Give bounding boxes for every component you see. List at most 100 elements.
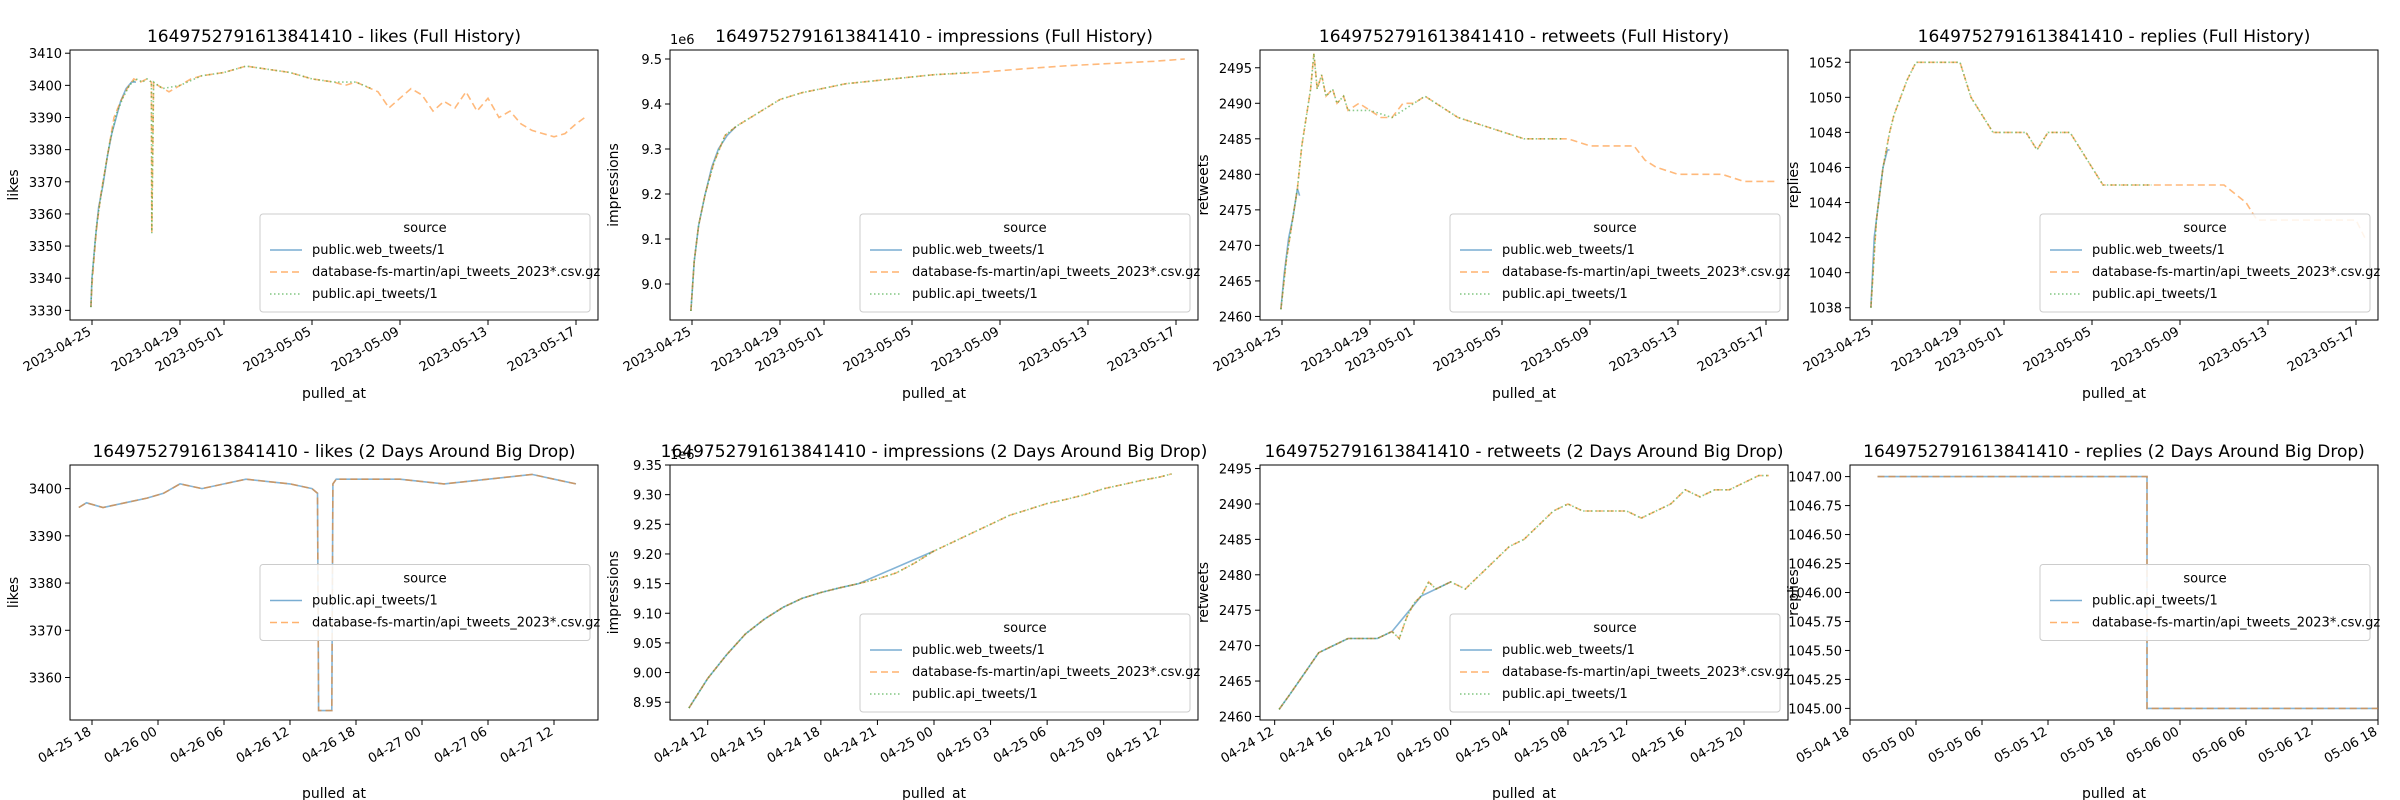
legend-entry: public.api_tweets/1 [912, 687, 1038, 702]
y-tick-label: 9.2 [641, 188, 662, 203]
x-tick-label: 2023-05-09 [2109, 324, 2182, 375]
x-tick-label: 2023-05-05 [241, 324, 314, 375]
y-tick-label: 9.10 [633, 607, 662, 622]
legend-box [2039, 213, 2371, 313]
y-tick-label: 9.0 [641, 278, 662, 293]
x-axis-label: pulled_at [2082, 786, 2147, 800]
subplot: 1649752791613841410 - likes (2 Days Arou… [6, 442, 600, 800]
y-tick-label: 9.5 [641, 53, 662, 68]
y-tick-label: 3330 [29, 304, 62, 319]
y-tick-label: 3380 [29, 144, 62, 159]
x-tick-label: 2023-05-17 [505, 324, 578, 375]
y-tick-label: 9.4 [641, 98, 662, 113]
subplot: 1649752791613841410 - impressions (Full … [606, 27, 1200, 402]
chart-title: 1649752791613841410 - impressions (2 Day… [661, 442, 1208, 462]
y-tick-label: 9.30 [633, 489, 662, 504]
legend: source public.web_tweets/1 database-fs-mar… [859, 213, 1200, 313]
y-tick-label: 2490 [1219, 97, 1252, 112]
y-tick-label: 1048 [1809, 126, 1842, 141]
legend-entry: public.api_tweets/1 [312, 594, 438, 609]
y-axis-label: replies [1786, 162, 1802, 209]
legend-box [259, 213, 591, 313]
legend-entry: public.web_tweets/1 [312, 243, 445, 258]
series-line [1280, 53, 1562, 310]
x-tick-label: 04-25 08 [1512, 724, 1570, 766]
y-tick-label: 3360 [29, 208, 62, 223]
legend-box [1449, 613, 1781, 713]
legend: source public.api_tweets/1 database-fs-mar… [2039, 564, 2380, 641]
y-axis-label: impressions [606, 551, 622, 635]
legend: source public.web_tweets/1 database-fs-mar… [2039, 213, 2380, 313]
x-tick-label: 05-04 18 [1794, 724, 1852, 766]
subplot: 1649752791613841410 - retweets (2 Days A… [1196, 442, 1790, 800]
subplot: 1649752791613841410 - replies (2 Days Ar… [1786, 442, 2380, 800]
y-tick-label: 1045.00 [1788, 702, 1842, 717]
legend-entry: database-fs-martin/api_tweets_2023*.csv.… [2092, 616, 2380, 631]
legend-box [1449, 213, 1781, 313]
legend: source public.web_tweets/1 database-fs-mar… [259, 213, 600, 313]
x-tick-label: 04-25 03 [934, 724, 992, 766]
y-axis-label: retweets [1196, 154, 1212, 215]
x-tick-label: 2023-05-17 [2285, 324, 2358, 375]
y-tick-label: 3370 [29, 624, 62, 639]
legend-entry: database-fs-martin/api_tweets_2023*.csv.… [912, 265, 1200, 280]
legend-entry: public.web_tweets/1 [1502, 643, 1635, 658]
y-tick-label: 2475 [1219, 204, 1252, 219]
y-tick-label: 9.35 [633, 459, 662, 474]
legend-entry: database-fs-martin/api_tweets_2023*.csv.… [912, 665, 1200, 680]
x-tick-label: 04-25 09 [1048, 724, 1106, 766]
y-tick-label: 3390 [29, 112, 62, 127]
x-tick-label: 05-05 18 [2058, 724, 2116, 766]
y-axis-label: replies [1786, 569, 1802, 616]
legend-entry: public.api_tweets/1 [312, 287, 438, 302]
y-tick-label: 3360 [29, 672, 62, 687]
y-tick-label: 3380 [29, 577, 62, 592]
x-tick-label: 05-06 00 [2124, 724, 2182, 766]
y-tick-label: 1044 [1809, 197, 1842, 212]
x-axis-label: pulled_at [2082, 386, 2147, 402]
y-tick-label: 2470 [1219, 239, 1252, 254]
series-line [1870, 61, 2366, 308]
x-tick-label: 04-24 20 [1336, 724, 1394, 766]
legend-entry: public.api_tweets/1 [2092, 594, 2218, 609]
x-tick-label: 04-26 18 [300, 724, 358, 766]
y-tick-label: 2465 [1219, 675, 1252, 690]
x-axis-label: pulled_at [1492, 786, 1557, 800]
x-axis-label: pulled_at [302, 386, 367, 402]
legend-entry: database-fs-martin/api_tweets_2023*.csv.… [1502, 265, 1790, 280]
y-tick-label: 3370 [29, 176, 62, 191]
y-tick-label: 9.3 [641, 143, 662, 158]
y-axis-label: retweets [1196, 562, 1212, 623]
legend-entry: public.api_tweets/1 [1502, 687, 1628, 702]
series-line [688, 473, 1172, 709]
x-tick-label: 2023-05-09 [329, 324, 402, 375]
x-tick-label: 04-27 12 [498, 724, 556, 766]
legend: source public.web_tweets/1 database-fs-mar… [1449, 613, 1790, 713]
y-tick-label: 3400 [29, 79, 62, 94]
y-tick-label: 9.05 [633, 637, 662, 652]
legend: source public.api_tweets/1 database-fs-mar… [259, 564, 600, 641]
y-tick-label: 1045.75 [1788, 615, 1842, 630]
legend-entry: public.api_tweets/1 [912, 287, 1038, 302]
legend-box [859, 213, 1191, 313]
y-tick-label: 2465 [1219, 275, 1252, 290]
subplot: 1649752791613841410 - retweets (Full His… [1196, 27, 1790, 402]
y-tick-label: 2470 [1219, 640, 1252, 655]
legend: source public.web_tweets/1 database-fs-mar… [859, 613, 1200, 713]
x-tick-label: 04-26 12 [234, 724, 292, 766]
legend-title: source [2183, 221, 2226, 236]
legend-title: source [1003, 621, 1046, 636]
x-tick-label: 05-06 18 [2322, 724, 2380, 766]
legend: source public.web_tweets/1 database-fs-mar… [1449, 213, 1790, 313]
y-tick-label: 3390 [29, 530, 62, 545]
chart-title: 1649752791613841410 - replies (2 Days Ar… [1863, 442, 2365, 462]
y-tick-label: 2460 [1219, 710, 1252, 725]
y-tick-label: 1040 [1809, 267, 1842, 282]
x-tick-label: 2023-05-17 [1695, 324, 1768, 375]
x-tick-label: 04-25 20 [1688, 724, 1746, 766]
x-tick-label: 04-24 16 [1277, 724, 1335, 766]
y-tick-label: 1046.25 [1788, 558, 1842, 573]
legend-title: source [1593, 221, 1636, 236]
x-tick-label: 2023-05-05 [1431, 324, 1504, 375]
x-tick-label: 2023-04-25 [1211, 324, 1284, 375]
